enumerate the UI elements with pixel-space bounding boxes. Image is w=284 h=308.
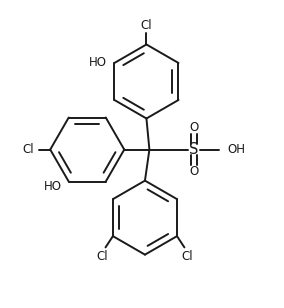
Text: Cl: Cl	[22, 143, 34, 156]
Text: S: S	[189, 142, 199, 157]
Text: Cl: Cl	[97, 250, 108, 263]
Text: HO: HO	[43, 180, 61, 192]
Text: Cl: Cl	[181, 250, 193, 263]
Text: Cl: Cl	[141, 19, 152, 32]
Text: O: O	[189, 165, 199, 178]
Text: HO: HO	[89, 56, 107, 70]
Text: OH: OH	[227, 143, 245, 156]
Text: O: O	[189, 121, 199, 134]
